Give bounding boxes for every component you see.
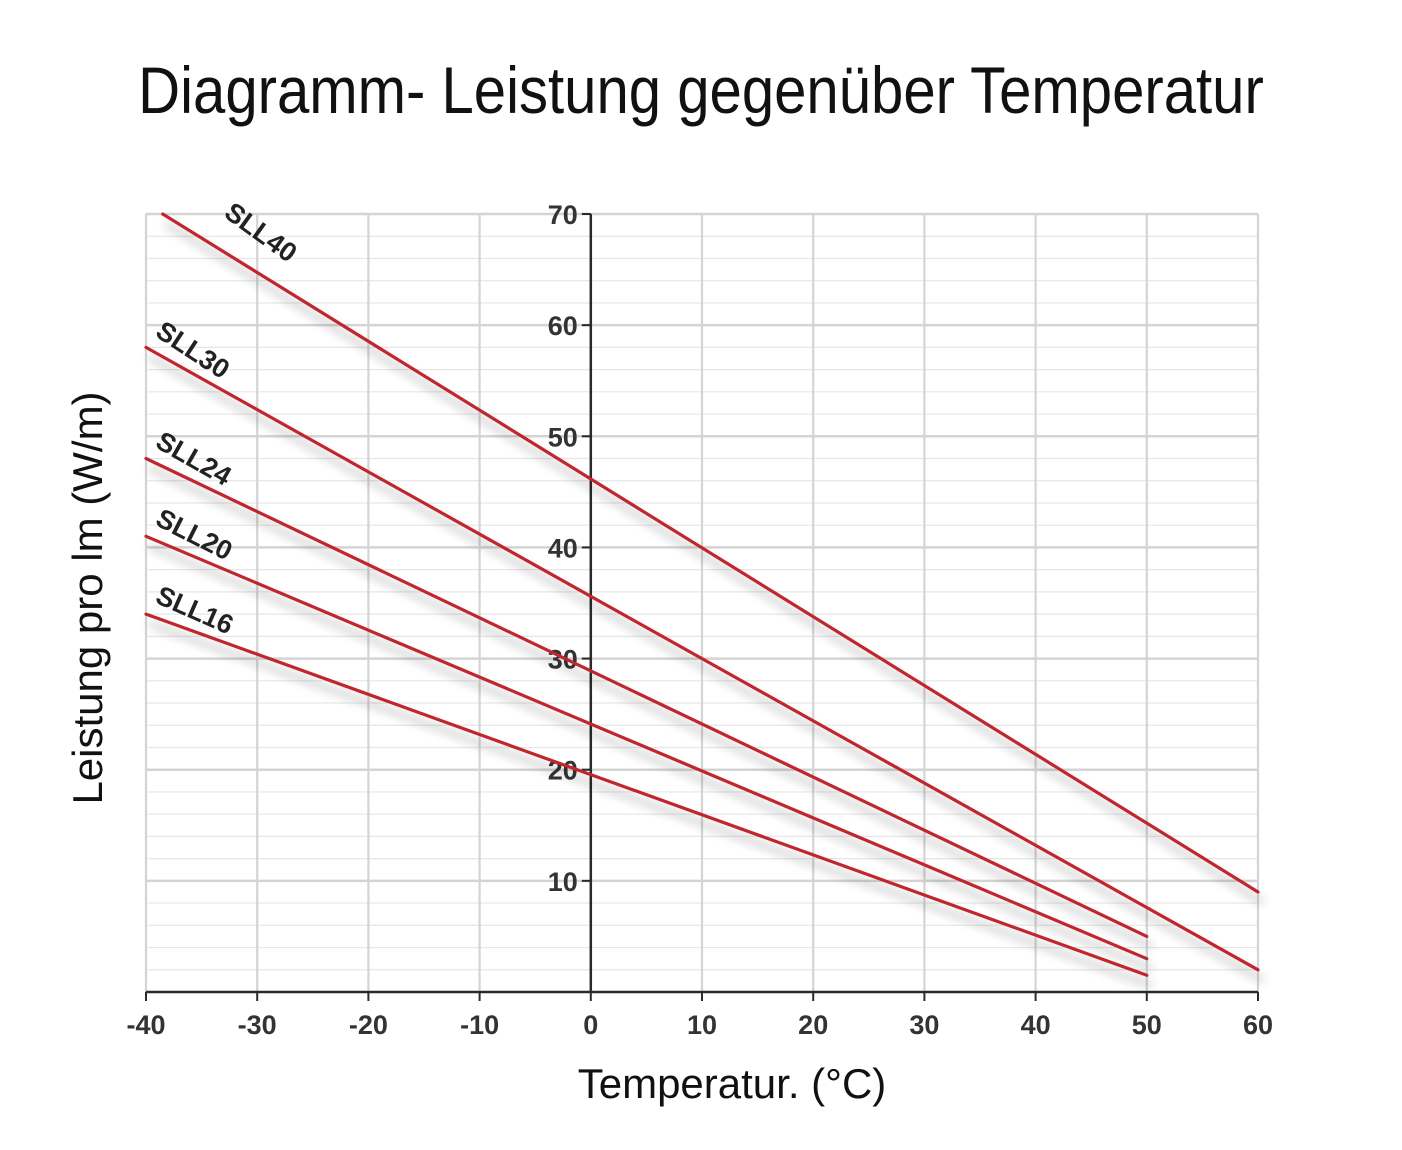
y-tick-label: 60 <box>548 311 578 341</box>
x-tick-label: 60 <box>1243 1010 1273 1040</box>
series-line-sll16 <box>144 612 1149 977</box>
x-tick-label: -40 <box>126 1010 165 1040</box>
chart-title: Diagramm- Leistung gegenüber Temperatur <box>138 53 1264 127</box>
series-line-sll20 <box>144 534 1149 961</box>
x-tick-label: 50 <box>1132 1010 1162 1040</box>
y-tick-label: 30 <box>548 645 578 675</box>
series-line-sll24 <box>144 456 1149 939</box>
series-line-sll30 <box>144 345 1260 972</box>
y-axis-title: Leistung pro lm (W/m) <box>64 391 111 804</box>
x-axis-title: Temperatur. (°C) <box>578 1060 887 1107</box>
x-tick-label: 40 <box>1021 1010 1051 1040</box>
series-lines <box>144 212 1260 977</box>
x-tick-label: 30 <box>909 1010 939 1040</box>
y-tick-label: 40 <box>548 533 578 563</box>
y-tick-label: 50 <box>548 422 578 452</box>
x-tick-label: 0 <box>583 1010 598 1040</box>
x-tick-label: -10 <box>460 1010 499 1040</box>
x-tick-label: -20 <box>349 1010 388 1040</box>
series-line-sll40 <box>161 212 1260 894</box>
y-tick-label: 10 <box>548 867 578 897</box>
x-tick-label: -30 <box>238 1010 277 1040</box>
x-tick-label: 10 <box>687 1010 717 1040</box>
x-tick-label: 20 <box>798 1010 828 1040</box>
y-tick-label: 70 <box>548 200 578 230</box>
